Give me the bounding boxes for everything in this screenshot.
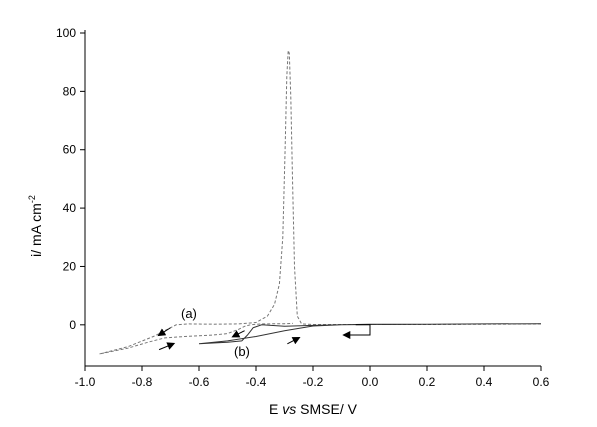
direction-arrow bbox=[157, 327, 171, 337]
series-line-a bbox=[99, 50, 542, 355]
x-tick-label: -0.2 bbox=[303, 375, 324, 389]
x-tick-label: 0.4 bbox=[476, 375, 493, 389]
x-tick-label: -0.6 bbox=[189, 375, 210, 389]
series-layer bbox=[99, 50, 542, 355]
x-tick-label: -0.8 bbox=[132, 375, 153, 389]
x-tick-label: 0.0 bbox=[362, 375, 379, 389]
direction-arrow bbox=[287, 337, 301, 345]
scan-start-arrow bbox=[342, 324, 371, 339]
y-tick-label: 20 bbox=[63, 259, 77, 273]
x-tick-label: 0.2 bbox=[419, 375, 436, 389]
y-tick-label: 100 bbox=[56, 26, 76, 40]
direction-arrows bbox=[157, 324, 371, 351]
annotation-a: (a) bbox=[181, 306, 197, 321]
y-tick-label: 60 bbox=[63, 143, 77, 157]
annotation-b: (b) bbox=[234, 344, 250, 359]
direction-arrow bbox=[231, 330, 245, 338]
x-axis-title: E vs SMSE/ V bbox=[269, 401, 358, 417]
x-tick-label: -1.0 bbox=[75, 375, 96, 389]
x-tick-label: -0.4 bbox=[246, 375, 267, 389]
x-ticks: -1.0 -0.8 -0.6 -0.4 -0.2 0.0 0.2 0.4 0.6 bbox=[75, 366, 550, 389]
x-tick-label: 0.6 bbox=[533, 375, 550, 389]
direction-arrow bbox=[158, 342, 176, 351]
y-tick-label: 0 bbox=[69, 318, 76, 332]
y-tick-label: 40 bbox=[63, 201, 77, 215]
axes bbox=[84, 30, 541, 367]
y-tick-label: 80 bbox=[63, 84, 77, 98]
y-ticks: 100 80 60 40 20 0 bbox=[56, 26, 85, 332]
y-axis-title: i/ mA cm-2 bbox=[27, 195, 44, 257]
